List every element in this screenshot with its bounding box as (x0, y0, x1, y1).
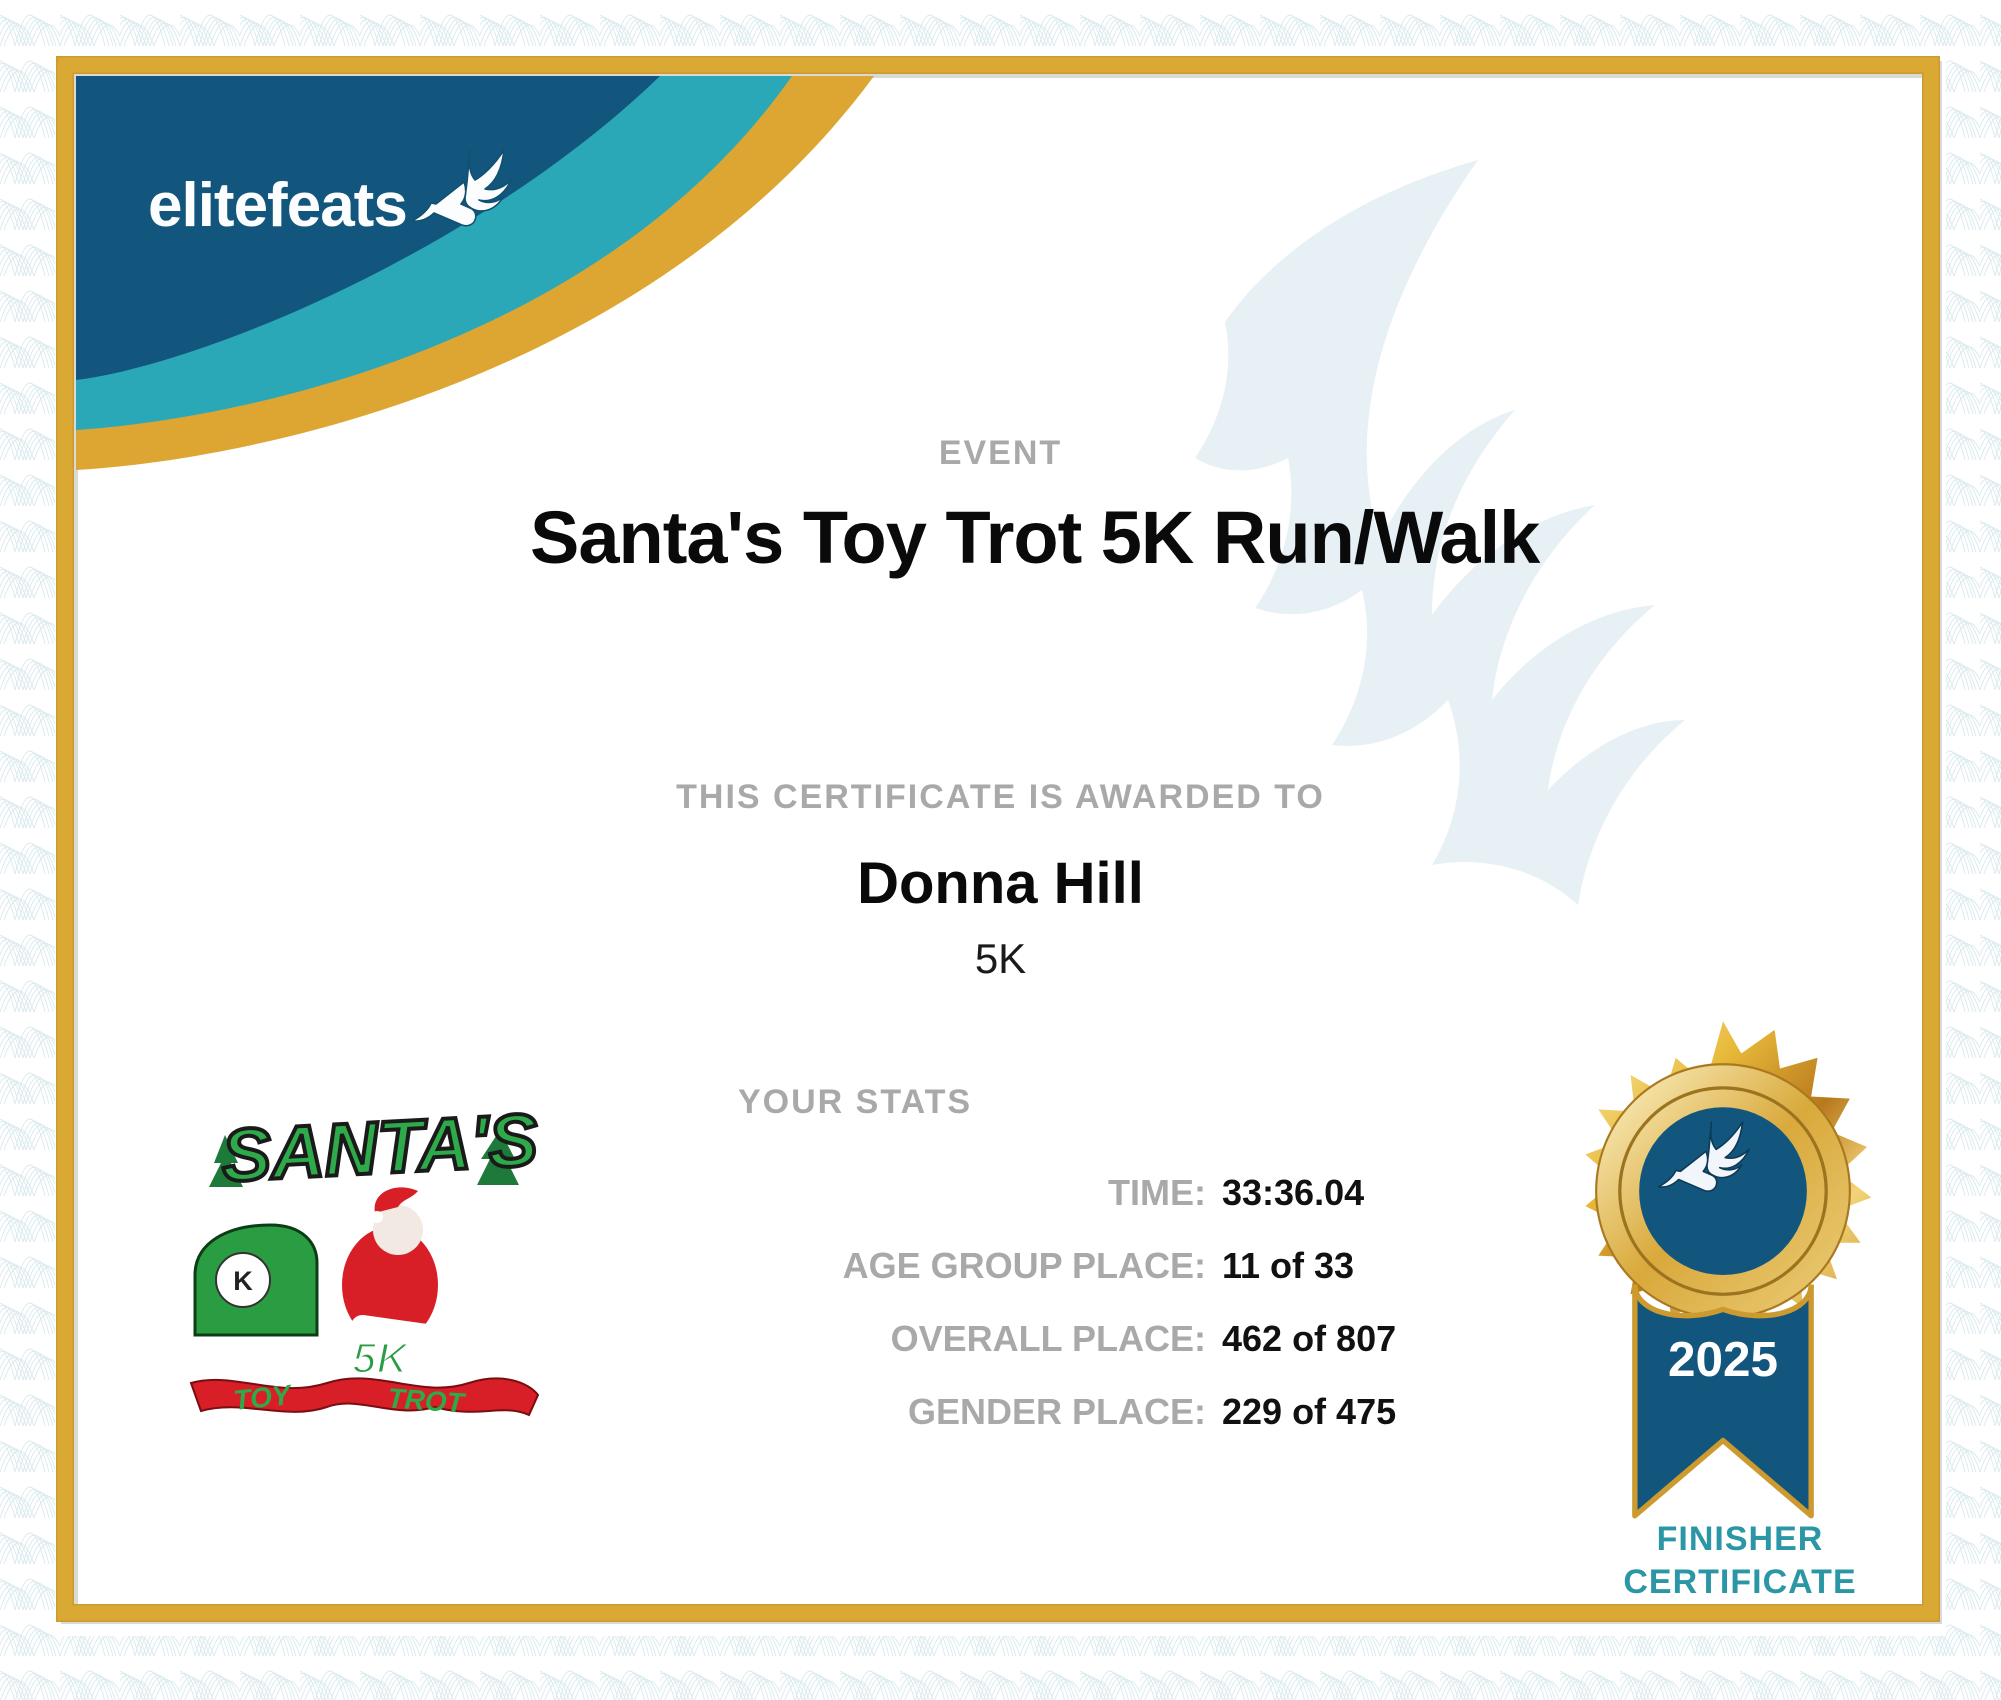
svg-text:SANTA'S: SANTA'S (219, 1098, 539, 1197)
svg-text:2025: 2025 (1668, 1332, 1778, 1387)
svg-text:K: K (233, 1266, 253, 1296)
svg-text:TOY: TOY (232, 1379, 294, 1416)
svg-text:TROT: TROT (387, 1382, 468, 1418)
svg-text:5K: 5K (352, 1334, 411, 1383)
